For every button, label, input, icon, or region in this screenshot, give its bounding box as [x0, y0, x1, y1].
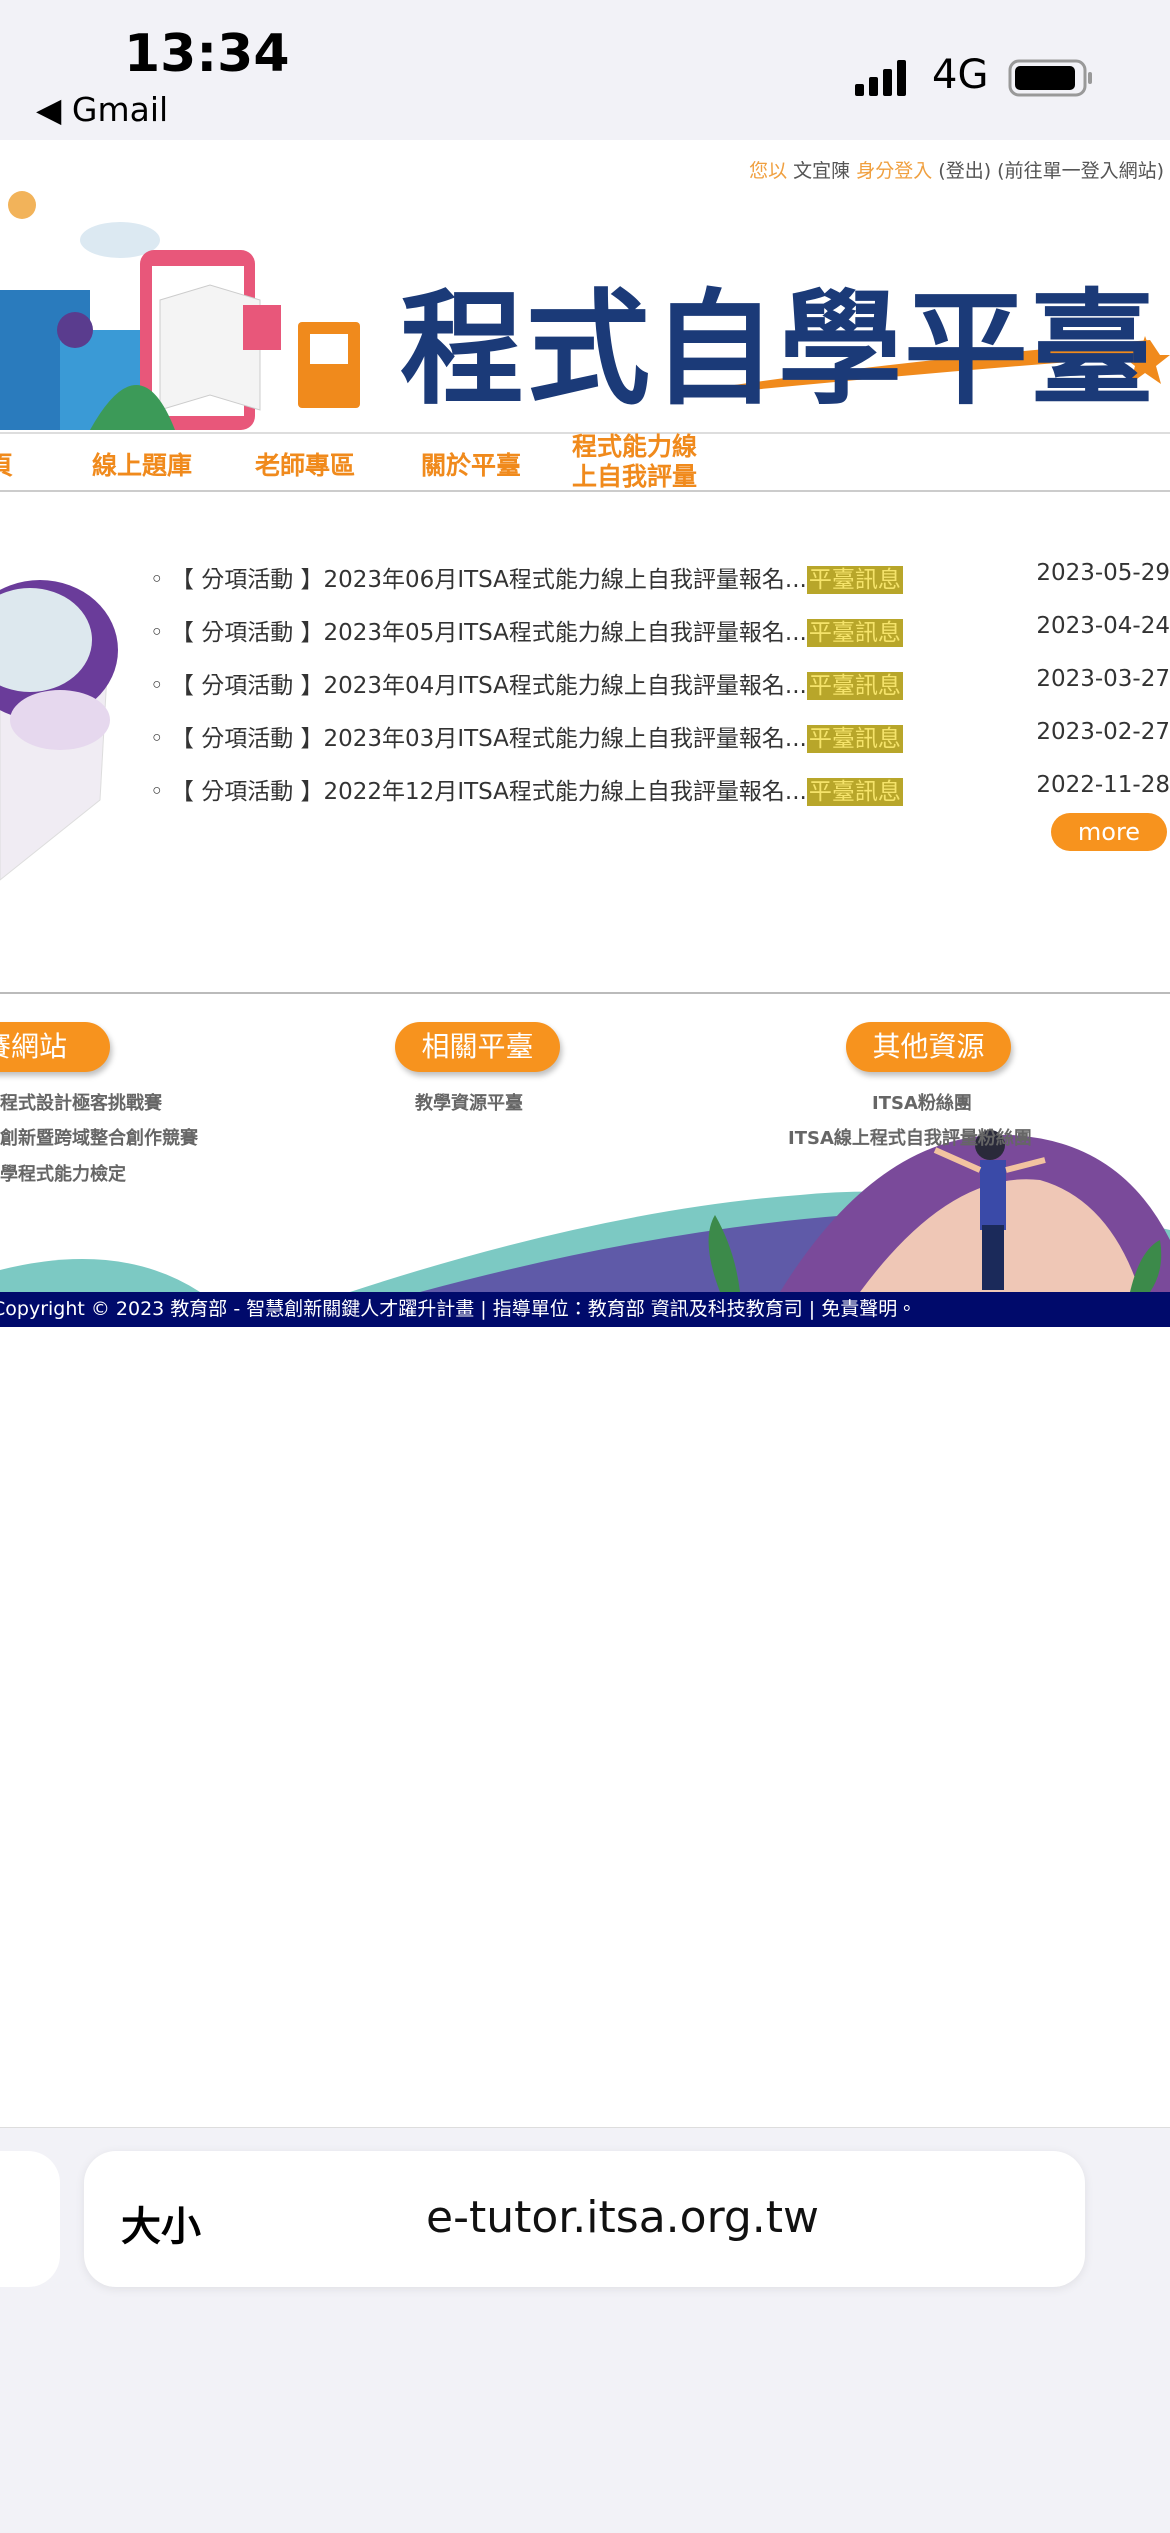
news-tag: 平臺訊息: [806, 778, 903, 806]
login-text: 身分登入: [856, 160, 933, 182]
footer-link[interactable]: ITSA線上程式自我評量粉絲團: [788, 1128, 1032, 1149]
footer-link[interactable]: 創新暨跨域整合創作競賽: [0, 1128, 198, 1149]
news-date: 2023-05-29: [1036, 560, 1170, 586]
banner-swoosh: [700, 340, 1160, 395]
footer-link[interactable]: ITSA粉絲團: [872, 1093, 972, 1114]
battery-icon: [1008, 59, 1092, 97]
footer-landscape: [0, 1130, 1170, 1292]
news-category: 【 分項活動 】: [170, 779, 324, 805]
footer-button[interactable]: 賽網站: [0, 1022, 110, 1072]
news-item[interactable]: ◦ 【 分項活動 】2023年03月ITSA程式能力線上自我評量報名...平臺訊…: [150, 725, 903, 753]
nav-item[interactable]: 程式能力線上自我評量: [572, 432, 698, 491]
news-title[interactable]: 2023年04月ITSA程式能力線上自我評量報名...: [323, 673, 807, 699]
logout-link[interactable]: (登出): [938, 160, 992, 182]
address-bar[interactable]: [84, 2151, 1085, 2287]
news-item[interactable]: ◦ 【 分項活動 】2023年05月ITSA程式能力線上自我評量報名...平臺訊…: [150, 619, 903, 647]
signal-icon: [855, 60, 906, 96]
news-category: 【 分項活動 】: [170, 620, 324, 646]
news-date: 2022-11-28: [1036, 772, 1170, 798]
news-title[interactable]: 2023年06月ITSA程式能力線上自我評量報名...: [323, 567, 807, 593]
news-item[interactable]: ◦ 【 分項活動 】2023年06月ITSA程式能力線上自我評量報名...平臺訊…: [150, 566, 903, 594]
footer-button[interactable]: 其他資源: [846, 1022, 1011, 1072]
back-label: Gmail: [71, 90, 169, 129]
clock: 13:34: [124, 24, 290, 84]
banner-illustration: [0, 191, 360, 430]
site-title: 程式自學平臺: [400, 278, 1157, 422]
user-name: 文宜陳: [793, 160, 851, 182]
news-date: 2023-04-24: [1036, 613, 1170, 639]
url: e-tutor.itsa.org.tw: [426, 2192, 820, 2243]
footer-link[interactable]: 學程式能力檢定: [0, 1164, 126, 1185]
text-size-button[interactable]: 大小: [121, 2204, 201, 2250]
news-item[interactable]: ◦ 【 分項活動 】2023年04月ITSA程式能力線上自我評量報名...平臺訊…: [150, 672, 903, 700]
news-category: 【 分項活動 】: [170, 726, 324, 752]
banner-star: [1121, 336, 1170, 384]
news-tag: 平臺訊息: [806, 566, 903, 594]
copyright-bar: Copyright © 2023 教育部 - 智慧創新關鍵人才躍升計畫 | 指導…: [0, 1292, 1170, 1327]
nav-item[interactable]: 關於平臺: [421, 451, 522, 480]
footer-link[interactable]: 教學資源平臺: [415, 1093, 523, 1114]
news-title[interactable]: 2022年12月ITSA程式能力線上自我評量報名...: [323, 779, 807, 805]
news-category: 【 分項活動 】: [170, 673, 324, 699]
nav-item[interactable]: 線上題庫: [92, 451, 193, 480]
news-item[interactable]: ◦ 【 分項活動 】2022年12月ITSA程式能力線上自我評量報名...平臺訊…: [150, 778, 903, 806]
sso-link[interactable]: (前往單一登入網站): [997, 160, 1164, 182]
login-text: 您以: [749, 160, 788, 182]
login-status: 您以 文宜陳 身分登入 (登出) (前往單一登入網站): [749, 156, 1164, 183]
copyright-text: Copyright © 2023 教育部 - 智慧創新關鍵人才躍升計畫 | 指導…: [0, 1298, 917, 1320]
nav-item[interactable]: 老師專區: [255, 451, 356, 480]
status-bar: [0, 0, 1170, 140]
news-tag: 平臺訊息: [806, 725, 903, 753]
back-to-app[interactable]: ◀ Gmail: [36, 90, 169, 129]
footer-button[interactable]: 相關平臺: [395, 1022, 560, 1072]
news-title[interactable]: 2023年03月ITSA程式能力線上自我評量報名...: [323, 726, 807, 752]
more-button[interactable]: more: [1051, 813, 1167, 851]
nav-item[interactable]: 頁: [0, 451, 14, 480]
tab-preview[interactable]: [0, 2151, 60, 2287]
news-tag: 平臺訊息: [806, 672, 903, 700]
news-illustration: [0, 580, 118, 881]
news-category: 【 分項活動 】: [170, 567, 324, 593]
news-title[interactable]: 2023年05月ITSA程式能力線上自我評量報名...: [323, 620, 807, 646]
footer-link[interactable]: 程式設計極客挑戰賽: [0, 1093, 162, 1114]
news-tag: 平臺訊息: [806, 619, 903, 647]
news-date: 2023-02-27: [1036, 719, 1170, 745]
network: 4G: [932, 52, 989, 98]
news-date: 2023-03-27: [1036, 666, 1170, 692]
